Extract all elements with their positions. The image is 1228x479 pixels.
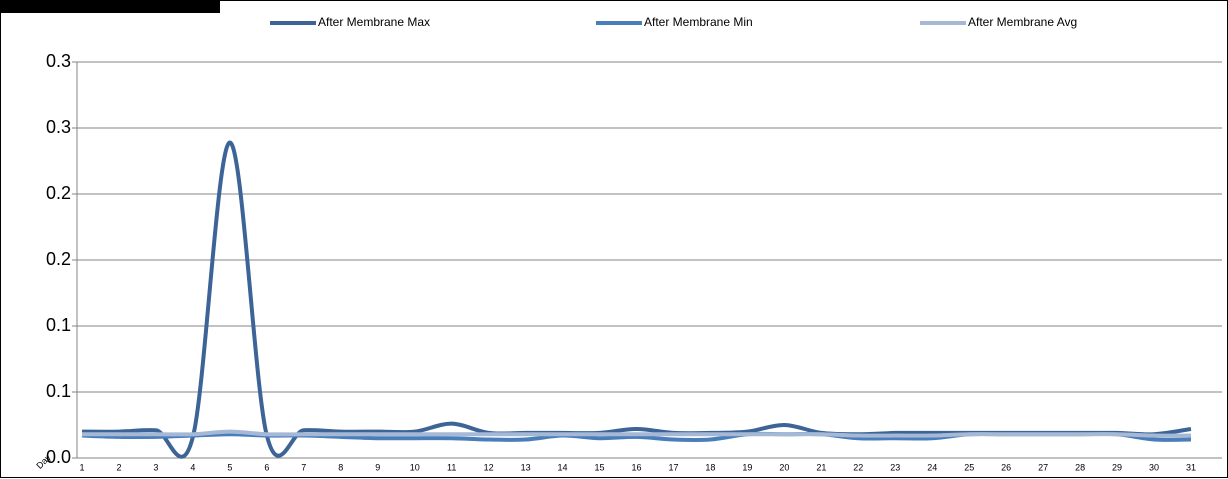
x-tick-label: 25 <box>964 462 974 472</box>
series-line <box>82 429 1192 438</box>
x-tick-label: 8 <box>338 462 343 472</box>
x-tick-label: 3 <box>153 462 158 472</box>
x-tick-label: 6 <box>264 462 269 472</box>
x-tick-label: 16 <box>631 462 641 472</box>
legend-label: After Membrane Max <box>318 15 430 29</box>
x-tick-label: 5 <box>227 462 232 472</box>
x-tick-label: 27 <box>1038 462 1048 472</box>
x-tick-label: 18 <box>705 462 715 472</box>
x-tick-label: 9 <box>375 462 380 472</box>
y-tick-label: 0.3 <box>46 117 71 137</box>
x-tick-label: 30 <box>1149 462 1159 472</box>
x-tick-label: 28 <box>1075 462 1085 472</box>
x-tick-label: 4 <box>190 462 195 472</box>
y-tick-label: 0.2 <box>46 183 71 203</box>
x-tick-label: 2 <box>116 462 121 472</box>
y-tick-label: 0.2 <box>46 249 71 269</box>
y-tick-label: 0.1 <box>46 381 71 401</box>
x-tick-label: 31 <box>1186 462 1196 472</box>
y-tick-label: 0.1 <box>46 315 71 335</box>
legend-label: After Membrane Min <box>644 15 753 29</box>
x-tick-label: 20 <box>779 462 789 472</box>
legend-label: After Membrane Avg <box>968 15 1077 29</box>
x-tick-label: 1 <box>79 462 84 472</box>
x-tick-label: 22 <box>853 462 863 472</box>
x-tick-label: 14 <box>558 462 568 472</box>
x-tick-label: 12 <box>484 462 494 472</box>
y-tick-label: 0.0 <box>46 447 71 467</box>
x-tick-label: 24 <box>927 462 937 472</box>
x-tick-label: 29 <box>1112 462 1122 472</box>
x-tick-label: 26 <box>1001 462 1011 472</box>
x-tick-label: 17 <box>668 462 678 472</box>
x-tick-label: 15 <box>595 462 605 472</box>
header-bar <box>0 0 220 13</box>
x-tick-label: 19 <box>742 462 752 472</box>
x-tick-label: 7 <box>301 462 306 472</box>
x-tick-label: 23 <box>890 462 900 472</box>
x-tick-label: 21 <box>816 462 826 472</box>
x-tick-label: 13 <box>521 462 531 472</box>
x-tick-label: 10 <box>410 462 420 472</box>
y-tick-label: 0.3 <box>46 51 71 71</box>
x-tick-label: 11 <box>447 462 456 472</box>
